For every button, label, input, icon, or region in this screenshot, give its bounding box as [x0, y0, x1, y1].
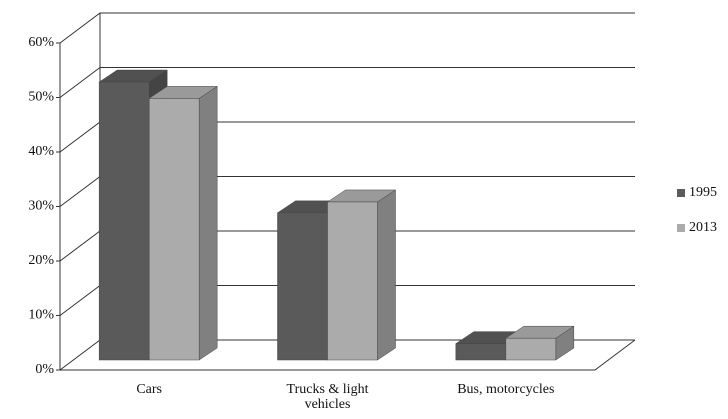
bar [327, 201, 378, 361]
x-tick-label: Cars [136, 382, 162, 397]
legend-label: 2013 [689, 220, 717, 235]
legend-swatch [677, 224, 685, 232]
grid-line [59, 12, 635, 44]
y-tick-label: 60% [28, 35, 54, 50]
x-tick-label: Trucks & light vehicles [286, 382, 369, 412]
x-tick-label: Bus, motorcycles [457, 382, 555, 397]
y-tick-label: 40% [28, 144, 54, 159]
bar [455, 343, 507, 361]
legend-swatch [677, 189, 685, 197]
y-tick-label: 10% [28, 308, 54, 323]
y-tick-label: 30% [28, 199, 54, 214]
bar-side [377, 189, 396, 361]
bar [98, 81, 150, 361]
grid-line [59, 67, 635, 98]
bar [505, 337, 557, 361]
y-tick-label: 50% [28, 90, 54, 105]
y-tick-label: 0% [35, 362, 54, 377]
legend-label: 1995 [689, 185, 717, 200]
bar [148, 98, 200, 361]
bar-side [198, 85, 218, 361]
floor [60, 339, 636, 371]
y-tick-label: 20% [28, 253, 54, 268]
bar [277, 212, 328, 361]
